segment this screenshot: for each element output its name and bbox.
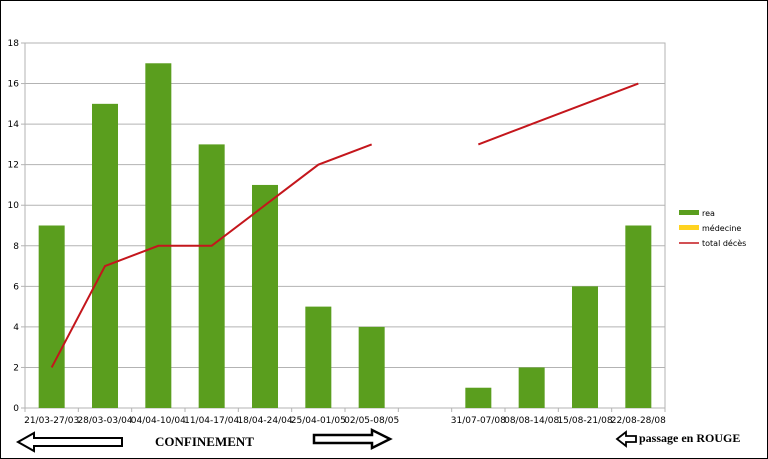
right-arrow-icon <box>312 427 393 451</box>
x-tick-label: 18/04-24/04 <box>237 416 292 426</box>
passage-rouge-label: passage en ROUGE <box>639 431 741 445</box>
x-tick-label: 15/08-21/08 <box>557 416 612 426</box>
legend-swatch-rea <box>679 210 699 215</box>
bar-rea <box>145 63 172 409</box>
left-arrow-icon <box>15 431 123 453</box>
x-tick-label: 28/03-03/04 <box>77 416 132 426</box>
x-tick-label: 02/05-08/05 <box>344 416 399 426</box>
bar-rea <box>518 367 545 408</box>
x-tick-label: 08/08-14/08 <box>504 416 559 426</box>
bar-rea <box>92 103 118 408</box>
x-tick-label: 21/03-27/03 <box>24 416 79 426</box>
y-tick-label: 2 <box>13 363 19 373</box>
y-tick-label: 10 <box>8 201 20 211</box>
legend-label: médecine <box>702 223 741 233</box>
x-tick-label: 22/08-28/08 <box>611 416 666 426</box>
bar-rea <box>625 225 652 408</box>
y-tick-label: 14 <box>8 120 20 130</box>
x-tick-label: 25/04-01/05 <box>291 416 346 426</box>
x-tick-label: 31/07-07/08 <box>451 416 506 426</box>
x-tick-label: 11/04-17/04 <box>184 416 239 426</box>
line-total-deces <box>477 82 639 146</box>
confinement-label: CONFINEMENT <box>155 434 254 449</box>
bar-rea <box>38 225 65 408</box>
y-tick-label: 16 <box>8 80 20 90</box>
bar-rea <box>198 144 225 408</box>
bar-rea <box>305 306 332 408</box>
y-tick-label: 18 <box>8 39 20 49</box>
bar-rea <box>465 387 492 408</box>
legend-label: total décès <box>702 238 746 248</box>
bar-rea <box>252 184 278 408</box>
y-tick-label: 12 <box>8 161 19 171</box>
passage-arrow-icon <box>615 430 637 448</box>
y-tick-label: 4 <box>13 323 19 333</box>
y-tick-label: 8 <box>13 242 19 252</box>
x-tick-label: 04/04-10/04 <box>131 416 186 426</box>
y-tick-label: 6 <box>13 282 19 292</box>
line-total-deces <box>50 143 373 368</box>
bar-rea <box>358 326 385 408</box>
plot-area <box>24 42 666 409</box>
y-tick-label: 0 <box>13 404 19 414</box>
bar-rea <box>572 286 598 408</box>
legend-label: rea <box>702 209 715 218</box>
legend-swatch-médecine <box>679 225 699 230</box>
